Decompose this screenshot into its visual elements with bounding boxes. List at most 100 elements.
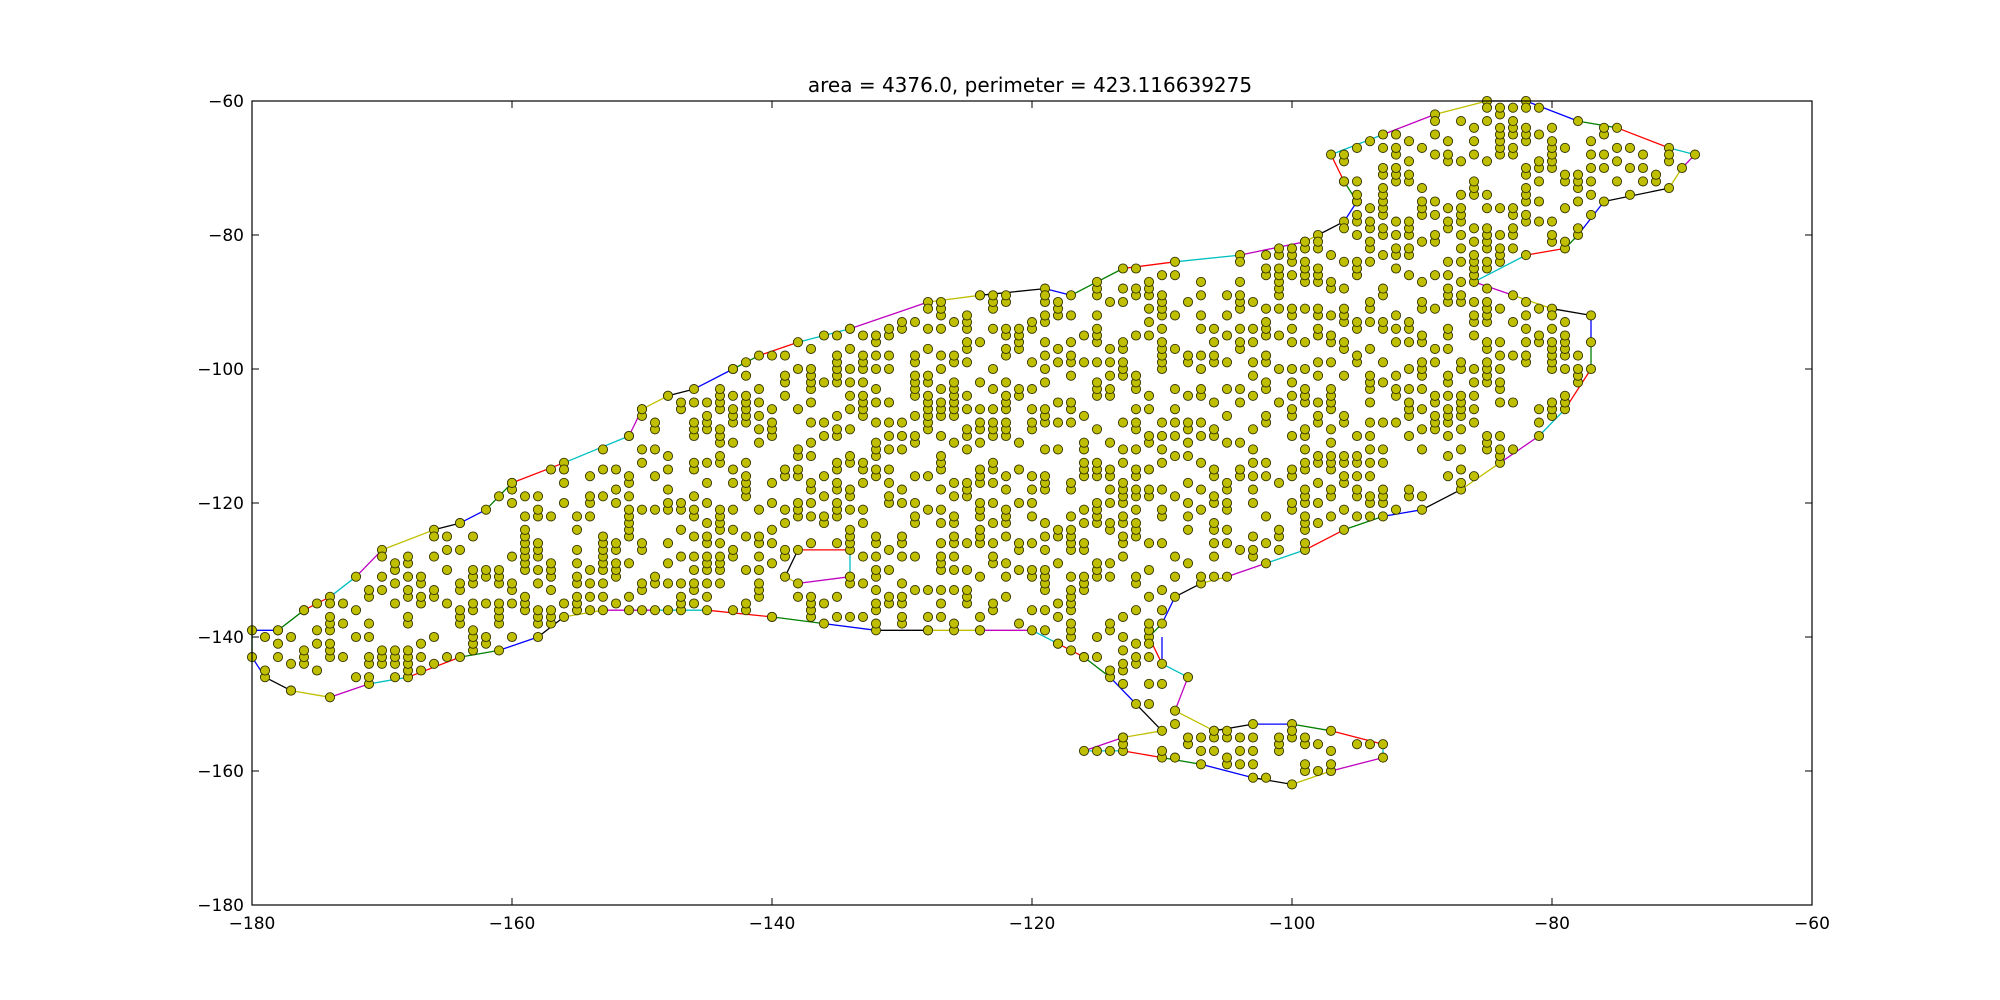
data-point (636, 444, 648, 455)
data-point (1312, 477, 1324, 488)
data-point (1169, 752, 1181, 763)
boundary-edge (1226, 562, 1267, 578)
data-point (259, 665, 271, 676)
boundary-edge (1291, 723, 1332, 732)
data-point (1364, 471, 1376, 482)
data-point (1377, 223, 1389, 234)
data-point (857, 611, 869, 622)
data-point (1000, 558, 1012, 569)
data-point (1078, 410, 1090, 421)
data-point (844, 390, 856, 401)
data-point (1455, 203, 1467, 214)
data-point (1169, 705, 1181, 716)
data-point (1156, 745, 1168, 756)
data-point (662, 578, 674, 589)
data-point (1377, 484, 1389, 495)
data-point (1208, 464, 1220, 475)
data-point (948, 350, 960, 361)
data-point (1364, 317, 1376, 328)
data-point (1260, 511, 1272, 522)
data-point (714, 384, 726, 395)
data-point (1052, 598, 1064, 609)
data-point (1130, 518, 1142, 529)
data-point (1052, 397, 1064, 408)
data-point (779, 544, 791, 555)
data-point (311, 638, 323, 649)
data-point (948, 317, 960, 328)
data-point (922, 625, 934, 636)
data-point (857, 350, 869, 361)
data-point (1377, 457, 1389, 468)
data-point (1182, 451, 1194, 462)
data-point (1221, 330, 1233, 341)
data-point (1468, 122, 1480, 133)
data-point (1403, 363, 1415, 375)
data-point (1195, 350, 1207, 361)
data-point (1624, 142, 1636, 153)
data-point (792, 337, 804, 348)
data-point (688, 397, 700, 408)
data-point (1507, 350, 1519, 361)
data-point (1429, 410, 1441, 421)
data-point (1364, 444, 1376, 455)
data-point (1039, 337, 1051, 348)
data-point (753, 531, 765, 542)
data-point (1546, 310, 1558, 321)
data-point (896, 611, 908, 622)
data-point (441, 531, 453, 542)
data-point (844, 323, 856, 334)
data-point (935, 504, 947, 515)
data-point (1338, 337, 1350, 348)
data-point (792, 578, 804, 589)
data-point (571, 571, 583, 582)
data-point (1195, 276, 1207, 287)
boundary-edge (1174, 710, 1215, 732)
data-point (1026, 404, 1038, 415)
data-point (857, 330, 869, 341)
data-point (1169, 270, 1181, 281)
data-point (1013, 538, 1025, 549)
data-point (1494, 377, 1506, 388)
data-point (1338, 410, 1350, 421)
data-point (350, 571, 362, 582)
data-point (610, 464, 622, 475)
data-point (1026, 484, 1038, 495)
data-point (701, 497, 713, 509)
data-point (649, 504, 661, 515)
data-point (1117, 444, 1129, 455)
data-point (987, 457, 999, 468)
data-point (883, 564, 895, 576)
boundary-edge (1174, 254, 1241, 263)
data-point (1169, 551, 1181, 562)
data-point (480, 564, 492, 576)
data-point (987, 551, 999, 562)
data-point (675, 397, 687, 408)
data-point (1520, 323, 1532, 334)
data-point (818, 598, 830, 609)
data-point (909, 317, 921, 328)
data-point (1377, 129, 1389, 140)
data-point (935, 363, 947, 375)
data-point (935, 451, 947, 462)
data-point (961, 390, 973, 401)
data-point (1208, 745, 1220, 756)
data-point (1468, 149, 1480, 160)
data-point (1221, 437, 1233, 448)
data-point (415, 591, 427, 602)
data-point (987, 477, 999, 488)
data-point (506, 631, 518, 643)
data-point (974, 625, 986, 636)
data-point (584, 591, 596, 602)
data-point (974, 524, 986, 535)
data-point (753, 551, 765, 562)
data-point (1039, 564, 1051, 576)
data-point (1143, 317, 1155, 328)
data-point (974, 404, 986, 415)
boundary-edge (1343, 515, 1384, 531)
data-point (1065, 350, 1077, 361)
data-point (1026, 625, 1038, 636)
data-point (1026, 538, 1038, 549)
data-point (493, 491, 505, 502)
data-point (1195, 384, 1207, 395)
